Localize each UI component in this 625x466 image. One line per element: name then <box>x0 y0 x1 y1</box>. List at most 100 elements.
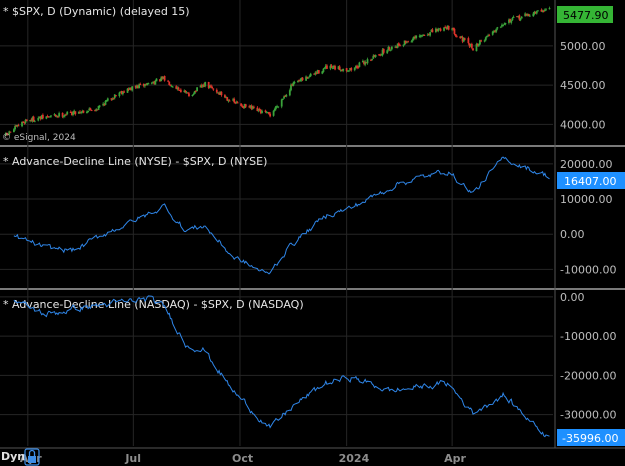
candle-body <box>276 106 278 108</box>
ad-line <box>13 156 550 275</box>
candle-body <box>155 78 158 82</box>
candle-body <box>455 36 458 38</box>
candle-body <box>290 84 292 91</box>
nyse-ad-y-axis[interactable]: -10000.00 0.00 10000.00 20000.00 <box>560 158 616 277</box>
candle-body <box>86 111 88 114</box>
candle-body <box>436 28 438 32</box>
candle-body <box>329 65 332 69</box>
candle-body <box>167 80 170 82</box>
candle-body <box>15 125 18 127</box>
candle-body <box>269 113 272 117</box>
y-tick-label: -30000.00 <box>560 409 616 422</box>
candle-body <box>337 66 340 70</box>
price-pane[interactable]: * $SPX, D (Dynamic) (delayed 15) © eSign… <box>2 5 613 143</box>
candle-body <box>208 85 211 88</box>
candle-body <box>87 110 90 113</box>
candle-body <box>387 46 390 51</box>
candle-body <box>123 91 125 93</box>
candle-body <box>518 15 521 20</box>
candle-body <box>61 112 64 117</box>
y-tick-label: 5000.00 <box>560 40 606 53</box>
candle-body <box>199 85 202 88</box>
candle-body <box>219 92 222 95</box>
candle-body <box>217 92 219 94</box>
candle-body <box>46 116 49 118</box>
price-y-axis[interactable]: 4000.00 4500.00 5000.00 <box>560 40 606 131</box>
candle-body <box>435 28 437 32</box>
time-axis[interactable]: AprJulOct2024Apr <box>20 452 467 465</box>
candle-body <box>372 55 375 59</box>
candle-body <box>218 92 221 95</box>
candle-body <box>491 31 494 35</box>
candle-body <box>330 65 333 68</box>
candle-body <box>452 27 455 30</box>
candle-body <box>204 82 207 87</box>
grid <box>0 0 553 446</box>
candle-body <box>410 41 413 43</box>
candle-body <box>486 35 488 37</box>
candle-body <box>215 89 218 93</box>
nasdaq-ad-y-axis[interactable]: -30000.00 -20000.00 -10000.00 0.00 <box>560 291 616 422</box>
candle-body <box>74 111 77 115</box>
candle-body <box>439 28 442 31</box>
y-tick-label: 4500.00 <box>560 79 606 92</box>
candle-body <box>284 95 287 97</box>
candle-body <box>152 81 154 83</box>
candle-body <box>355 65 357 69</box>
candle-body <box>72 112 74 115</box>
nyse-ad-last-badge <box>557 172 625 189</box>
candle-body <box>349 67 352 70</box>
candle-body <box>272 110 275 116</box>
candle-body <box>89 108 92 111</box>
candle-body <box>356 65 358 68</box>
candle-body <box>38 116 41 118</box>
candle-body <box>128 87 131 90</box>
candle-body <box>463 38 466 40</box>
candle-body <box>503 23 506 25</box>
candle-body <box>358 62 361 68</box>
candle-body <box>30 119 33 121</box>
candle-body <box>191 94 194 96</box>
dynamic-mode-label[interactable]: Dyn <box>1 450 25 463</box>
y-tick-label: -20000.00 <box>560 369 616 382</box>
candle-body <box>243 103 246 108</box>
y-tick-label: 0.00 <box>560 291 585 304</box>
candle-body <box>298 79 301 81</box>
candle-body <box>526 13 529 16</box>
candle-body <box>225 97 227 99</box>
candle-body <box>454 34 457 36</box>
candle-body <box>545 9 547 11</box>
candle-body <box>220 91 223 96</box>
candle-body <box>242 106 245 108</box>
candle-body <box>171 86 174 88</box>
candle-body <box>54 114 57 117</box>
candle-body <box>131 86 134 91</box>
nyse-ad-pane[interactable]: * Advance-Decline Line (NYSE) - $SPX, D … <box>3 155 625 276</box>
candle-body <box>127 88 130 90</box>
candle-body <box>115 95 117 97</box>
candle-body <box>519 18 522 21</box>
candle-body <box>183 90 186 92</box>
candle-body <box>520 16 523 19</box>
candle-body <box>175 86 178 89</box>
candle-body <box>321 71 324 74</box>
candle-body <box>264 110 267 112</box>
candle-body <box>332 65 335 68</box>
price-last-value: 5477.90 <box>563 9 609 22</box>
candle-body <box>55 115 58 117</box>
candle-body <box>126 88 129 93</box>
nasdaq-ad-pane[interactable]: * Advance-Decline Line (NASDAQ) - $SPX, … <box>3 291 625 446</box>
lock-icon[interactable] <box>24 448 40 466</box>
candle-body <box>361 60 364 63</box>
candle-body <box>402 44 405 46</box>
candle-body <box>477 44 480 47</box>
candle-body <box>64 114 66 117</box>
candle-body <box>16 124 19 127</box>
candle-body <box>461 37 464 42</box>
candle-body <box>185 92 188 94</box>
candle-body <box>211 86 214 89</box>
candle-body <box>510 20 513 23</box>
candle-body <box>426 34 429 36</box>
candle-body <box>79 111 81 113</box>
candle-body <box>447 25 450 30</box>
